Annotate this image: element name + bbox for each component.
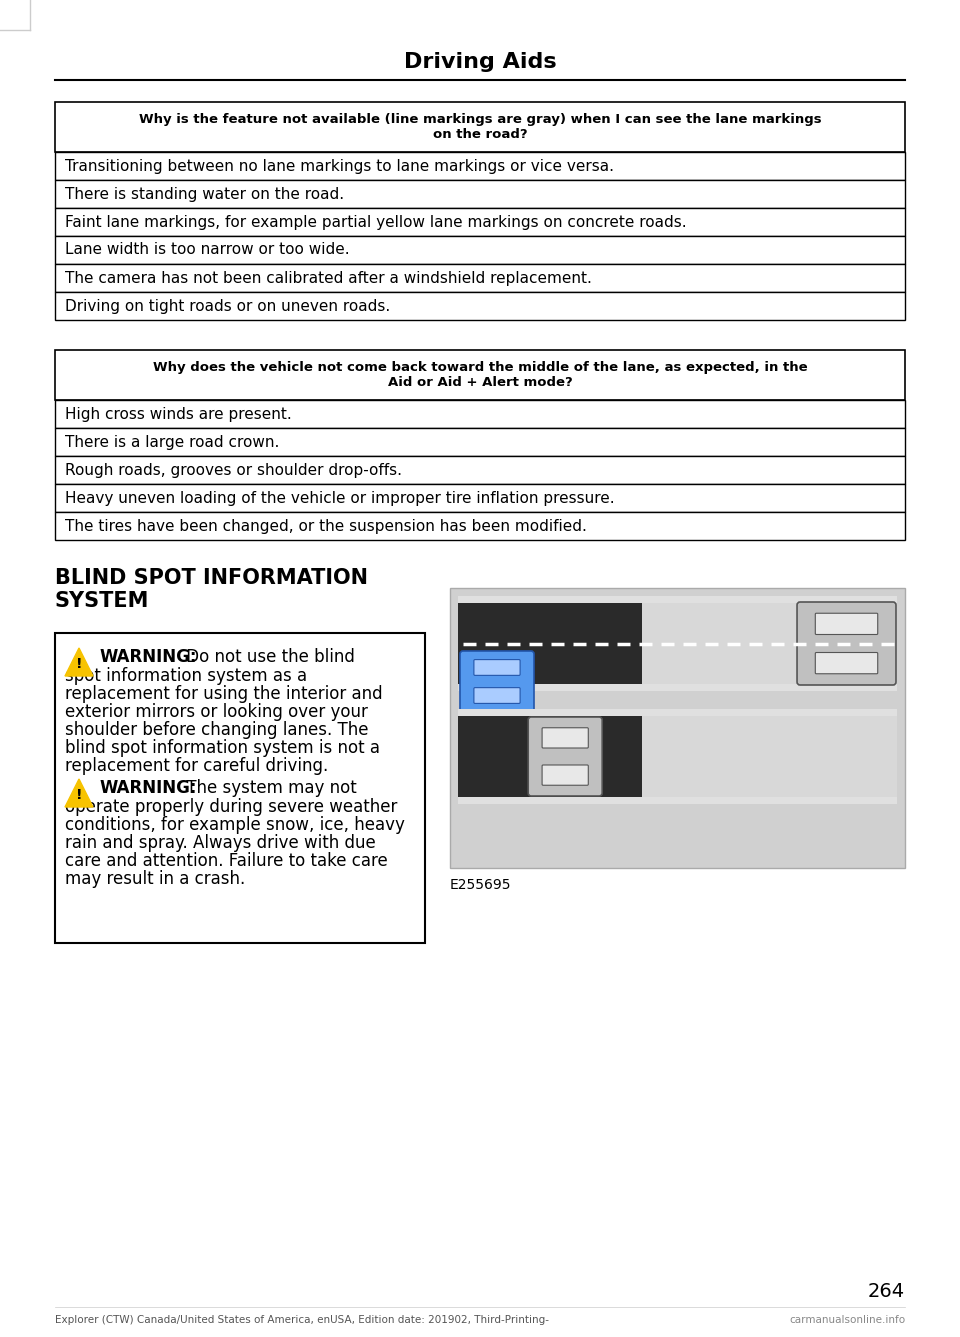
Text: The camera has not been calibrated after a windshield replacement.: The camera has not been calibrated after… [65, 270, 592, 286]
Text: Driving Aids: Driving Aids [404, 52, 556, 72]
Text: care and attention. Failure to take care: care and attention. Failure to take care [65, 852, 388, 870]
Text: conditions, for example snow, ice, heavy: conditions, for example snow, ice, heavy [65, 816, 405, 834]
Text: Rough roads, grooves or shoulder drop-offs.: Rough roads, grooves or shoulder drop-of… [65, 463, 402, 477]
FancyBboxPatch shape [458, 709, 897, 804]
FancyBboxPatch shape [460, 651, 534, 713]
Text: WARNING:: WARNING: [99, 779, 197, 797]
FancyBboxPatch shape [542, 765, 588, 785]
Text: Transitioning between no lane markings to lane markings or vice versa.: Transitioning between no lane markings t… [65, 159, 614, 174]
FancyBboxPatch shape [458, 596, 897, 691]
FancyBboxPatch shape [542, 727, 588, 747]
FancyBboxPatch shape [642, 717, 897, 797]
FancyBboxPatch shape [458, 717, 642, 797]
Text: rain and spray. Always drive with due: rain and spray. Always drive with due [65, 834, 375, 852]
FancyBboxPatch shape [55, 484, 905, 512]
FancyBboxPatch shape [528, 717, 602, 796]
FancyBboxPatch shape [474, 687, 520, 703]
Text: may result in a crash.: may result in a crash. [65, 870, 245, 888]
Text: Heavy uneven loading of the vehicle or improper tire inflation pressure.: Heavy uneven loading of the vehicle or i… [65, 491, 614, 505]
FancyBboxPatch shape [474, 659, 520, 675]
Text: Lane width is too narrow or too wide.: Lane width is too narrow or too wide. [65, 242, 349, 258]
Text: There is a large road crown.: There is a large road crown. [65, 435, 279, 449]
Text: exterior mirrors or looking over your: exterior mirrors or looking over your [65, 703, 368, 721]
Text: Why does the vehicle not come back toward the middle of the lane, as expected, i: Why does the vehicle not come back towar… [153, 361, 807, 389]
Text: !: ! [76, 787, 83, 802]
FancyBboxPatch shape [55, 456, 905, 484]
Polygon shape [65, 648, 93, 677]
FancyBboxPatch shape [55, 291, 905, 320]
FancyBboxPatch shape [55, 512, 905, 540]
Text: 264: 264 [868, 1282, 905, 1301]
Text: Explorer (CTW) Canada/United States of America, enUSA, Edition date: 201902, Thi: Explorer (CTW) Canada/United States of A… [55, 1316, 549, 1325]
Text: replacement for using the interior and: replacement for using the interior and [65, 685, 383, 703]
Text: Why is the feature not available (line markings are gray) when I can see the lan: Why is the feature not available (line m… [138, 112, 822, 142]
FancyBboxPatch shape [55, 152, 905, 180]
FancyBboxPatch shape [55, 102, 905, 152]
Polygon shape [65, 779, 93, 808]
Text: operate properly during severe weather: operate properly during severe weather [65, 798, 397, 816]
FancyBboxPatch shape [458, 603, 642, 685]
Text: The system may not: The system may not [181, 779, 357, 797]
Text: E255695: E255695 [450, 878, 512, 892]
FancyBboxPatch shape [55, 180, 905, 209]
FancyBboxPatch shape [458, 691, 897, 709]
FancyBboxPatch shape [55, 428, 905, 456]
FancyBboxPatch shape [642, 603, 796, 685]
Text: blind spot information system is not a: blind spot information system is not a [65, 739, 380, 757]
FancyBboxPatch shape [55, 632, 425, 943]
FancyBboxPatch shape [815, 652, 877, 674]
FancyBboxPatch shape [55, 209, 905, 237]
FancyBboxPatch shape [55, 350, 905, 400]
Text: carmanualsonline.info: carmanualsonline.info [789, 1316, 905, 1325]
Text: WARNING:: WARNING: [99, 648, 197, 666]
Text: !: ! [76, 656, 83, 671]
Text: Faint lane markings, for example partial yellow lane markings on concrete roads.: Faint lane markings, for example partial… [65, 214, 686, 230]
FancyBboxPatch shape [55, 400, 905, 428]
Text: spot information system as a: spot information system as a [65, 667, 307, 685]
FancyBboxPatch shape [55, 263, 905, 291]
Text: replacement for careful driving.: replacement for careful driving. [65, 757, 328, 775]
FancyBboxPatch shape [815, 614, 877, 635]
Text: Driving on tight roads or on uneven roads.: Driving on tight roads or on uneven road… [65, 298, 391, 313]
Text: shoulder before changing lanes. The: shoulder before changing lanes. The [65, 721, 369, 739]
Text: There is standing water on the road.: There is standing water on the road. [65, 186, 344, 202]
FancyBboxPatch shape [55, 237, 905, 263]
FancyBboxPatch shape [450, 588, 905, 868]
Text: High cross winds are present.: High cross winds are present. [65, 406, 292, 421]
FancyBboxPatch shape [797, 602, 896, 685]
Text: The tires have been changed, or the suspension has been modified.: The tires have been changed, or the susp… [65, 519, 587, 533]
Text: BLIND SPOT INFORMATION
SYSTEM: BLIND SPOT INFORMATION SYSTEM [55, 568, 368, 611]
Text: Do not use the blind: Do not use the blind [181, 648, 355, 666]
